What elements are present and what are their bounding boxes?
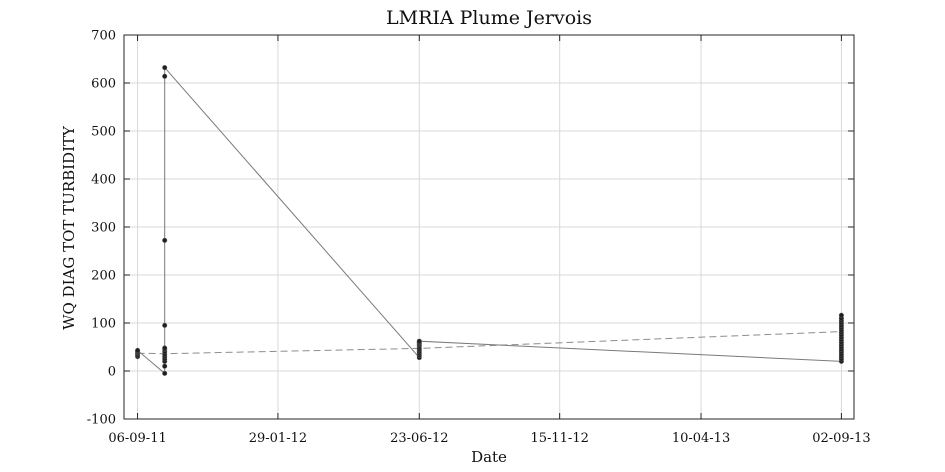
data-point bbox=[162, 370, 168, 376]
data-point bbox=[416, 338, 422, 344]
x-tick-label: 15-11-12 bbox=[530, 431, 588, 446]
y-tick-label: 0 bbox=[108, 365, 116, 380]
y-tick-label: 700 bbox=[91, 29, 116, 44]
data-point bbox=[162, 322, 168, 328]
x-tick-label: 06-09-11 bbox=[108, 431, 166, 446]
y-tick-label: 600 bbox=[91, 77, 116, 92]
x-axis-label: Date bbox=[471, 448, 507, 466]
y-tick-label: 500 bbox=[91, 125, 116, 140]
x-tick-label: 10-04-13 bbox=[672, 431, 730, 446]
data-point bbox=[162, 237, 168, 243]
data-point bbox=[162, 363, 168, 369]
y-tick-label: 100 bbox=[91, 317, 116, 332]
y-tick-label: 200 bbox=[91, 269, 116, 284]
data-point bbox=[162, 65, 168, 71]
data-point bbox=[135, 347, 141, 353]
series-line bbox=[137, 66, 842, 375]
data-point bbox=[838, 312, 844, 318]
x-tick-label: 02-09-13 bbox=[812, 431, 870, 446]
y-axis-label: WQ DIAG TOT TURBIDITY bbox=[60, 125, 78, 330]
trend-line bbox=[137, 331, 842, 355]
y-tick-labels: -100 0 100 200 300 400 500 600 700 bbox=[87, 29, 116, 428]
chart-title: LMRIA Plume Jervois bbox=[386, 7, 592, 29]
y-tick-label: -100 bbox=[87, 413, 116, 428]
data-point bbox=[162, 345, 168, 351]
series-layer bbox=[135, 65, 844, 376]
y-tick-label: 400 bbox=[91, 173, 116, 188]
x-tick-labels: 06-09-11 29-01-12 23-06-12 15-11-12 10-04-13… bbox=[108, 431, 870, 446]
x-tick-label: 23-06-12 bbox=[390, 431, 448, 446]
data-point bbox=[162, 73, 168, 79]
x-tick-label: 29-01-12 bbox=[249, 431, 307, 446]
axis-ticks bbox=[124, 34, 854, 420]
grid bbox=[124, 34, 854, 420]
y-tick-label: 300 bbox=[91, 221, 116, 236]
trend-layer bbox=[137, 331, 842, 355]
